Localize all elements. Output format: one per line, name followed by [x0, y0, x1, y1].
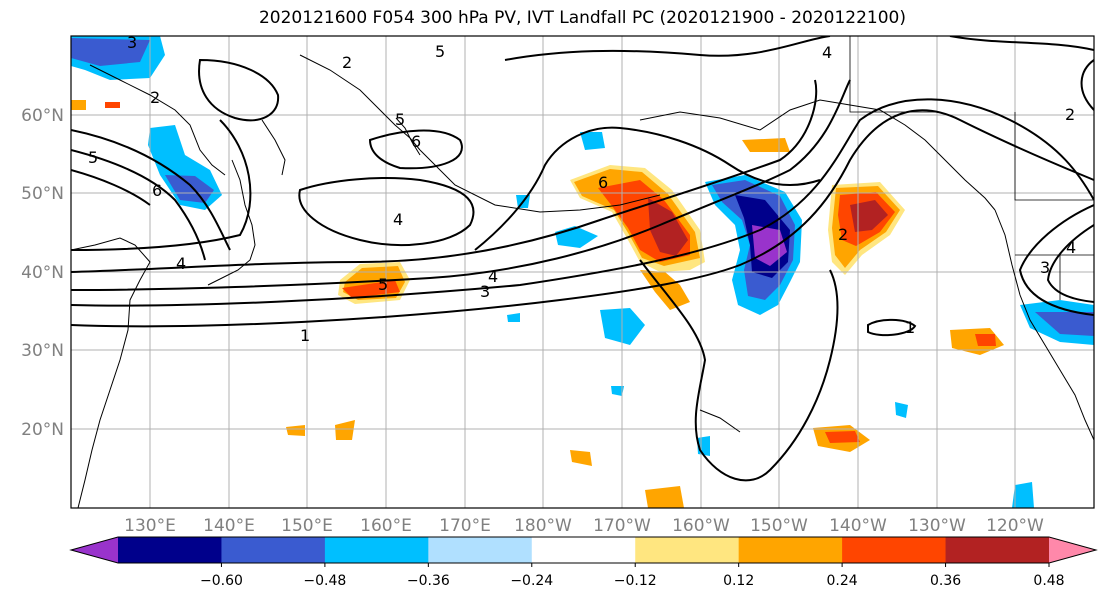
contour-label: 5 — [435, 42, 445, 61]
contour-label: 2 — [838, 225, 848, 244]
contour-label: 3 — [480, 282, 490, 301]
lat-label: 50°N — [21, 184, 64, 204]
lon-label: 130°W — [908, 516, 966, 536]
colorbar-tick-label: −0.24 — [510, 573, 553, 589]
contour-label: 4 — [1066, 238, 1076, 257]
contour-label: 4 — [176, 254, 186, 273]
contour-label: 5 — [378, 275, 388, 294]
contour-label: 5 — [395, 110, 405, 129]
contour-label: 5 — [88, 148, 98, 167]
contour-label: 1 — [300, 326, 310, 345]
lon-label: 160°W — [672, 516, 730, 536]
contour-label: 4 — [488, 267, 498, 286]
lon-label: 140°E — [203, 516, 255, 536]
map-title: 2020121600 F054 300 hPa PV, IVT Landfall… — [258, 8, 906, 28]
colorbar-tick-label: −0.36 — [407, 573, 450, 589]
graticule — [71, 36, 1094, 508]
colorbar-segment — [428, 537, 533, 563]
contour-label: 6 — [152, 181, 162, 200]
latitude-labels: 60°N 50°N 40°N 30°N 20°N — [21, 106, 64, 440]
lon-label: 150°E — [281, 516, 333, 536]
longitude-labels: 130°E 140°E 150°E 160°E 170°E 180°W 170°… — [124, 516, 1044, 536]
colorbar-tick-label: 0.12 — [723, 573, 754, 589]
lon-label: 120°W — [986, 516, 1044, 536]
contour-label: 6 — [598, 173, 608, 192]
lon-label: 130°E — [124, 516, 176, 536]
contour-label: 2 — [1065, 105, 1075, 124]
colorbar-segment — [118, 537, 222, 563]
lon-label: 170°E — [439, 516, 491, 536]
colorbar-segment — [945, 537, 1050, 563]
contour-label: 2 — [150, 88, 160, 107]
contour-label-group: 3 5 2 4 5 6 5 2 6 4 4 4 3 1 6 5 2 4 1 2 … — [88, 33, 1076, 345]
lon-label: 170°W — [593, 516, 651, 536]
lon-label: 180°W — [514, 516, 572, 536]
contour-label: 2 — [342, 53, 352, 72]
colorbar-segment — [738, 537, 843, 563]
lat-label: 30°N — [21, 341, 64, 361]
lon-label: 140°W — [829, 516, 887, 536]
contour-label: 3 — [1040, 258, 1050, 277]
contour-label: 1 — [905, 318, 915, 337]
colorbar-tick-label: −0.48 — [303, 573, 346, 589]
pv-contours — [71, 36, 1094, 482]
lat-label: 20°N — [21, 420, 64, 440]
colorbar-tick-label: 0.24 — [827, 573, 858, 589]
colorbar-segment — [842, 537, 947, 563]
contour-label: 4 — [822, 43, 832, 62]
colorbar-segment — [1049, 537, 1096, 563]
colorbar-tick-label: −0.60 — [200, 573, 243, 589]
map-frame — [70, 35, 1095, 509]
contour-label: 4 — [393, 210, 403, 229]
colorbar-tick-label: 0.48 — [1033, 573, 1064, 589]
colorbar-segment — [221, 537, 326, 563]
colorbar-tick-label: −0.12 — [614, 573, 657, 589]
contour-label: 3 — [127, 33, 137, 52]
colorbar-segment — [71, 537, 118, 563]
lon-label: 160°E — [360, 516, 412, 536]
coastlines — [71, 54, 1094, 508]
lon-label: 150°W — [750, 516, 808, 536]
colorbar-tick-label: 0.36 — [930, 573, 961, 589]
colorbar-segment — [635, 537, 740, 563]
lat-label: 60°N — [21, 106, 64, 126]
colorbar-segment — [324, 537, 429, 563]
colorbar: −0.60 −0.48 −0.36 −0.24 −0.12 0.12 0.24 0.36 0.4… — [69, 536, 1098, 589]
colorbar-segment — [531, 537, 636, 563]
lat-label: 40°N — [21, 263, 64, 283]
contour-label: 6 — [411, 132, 421, 151]
